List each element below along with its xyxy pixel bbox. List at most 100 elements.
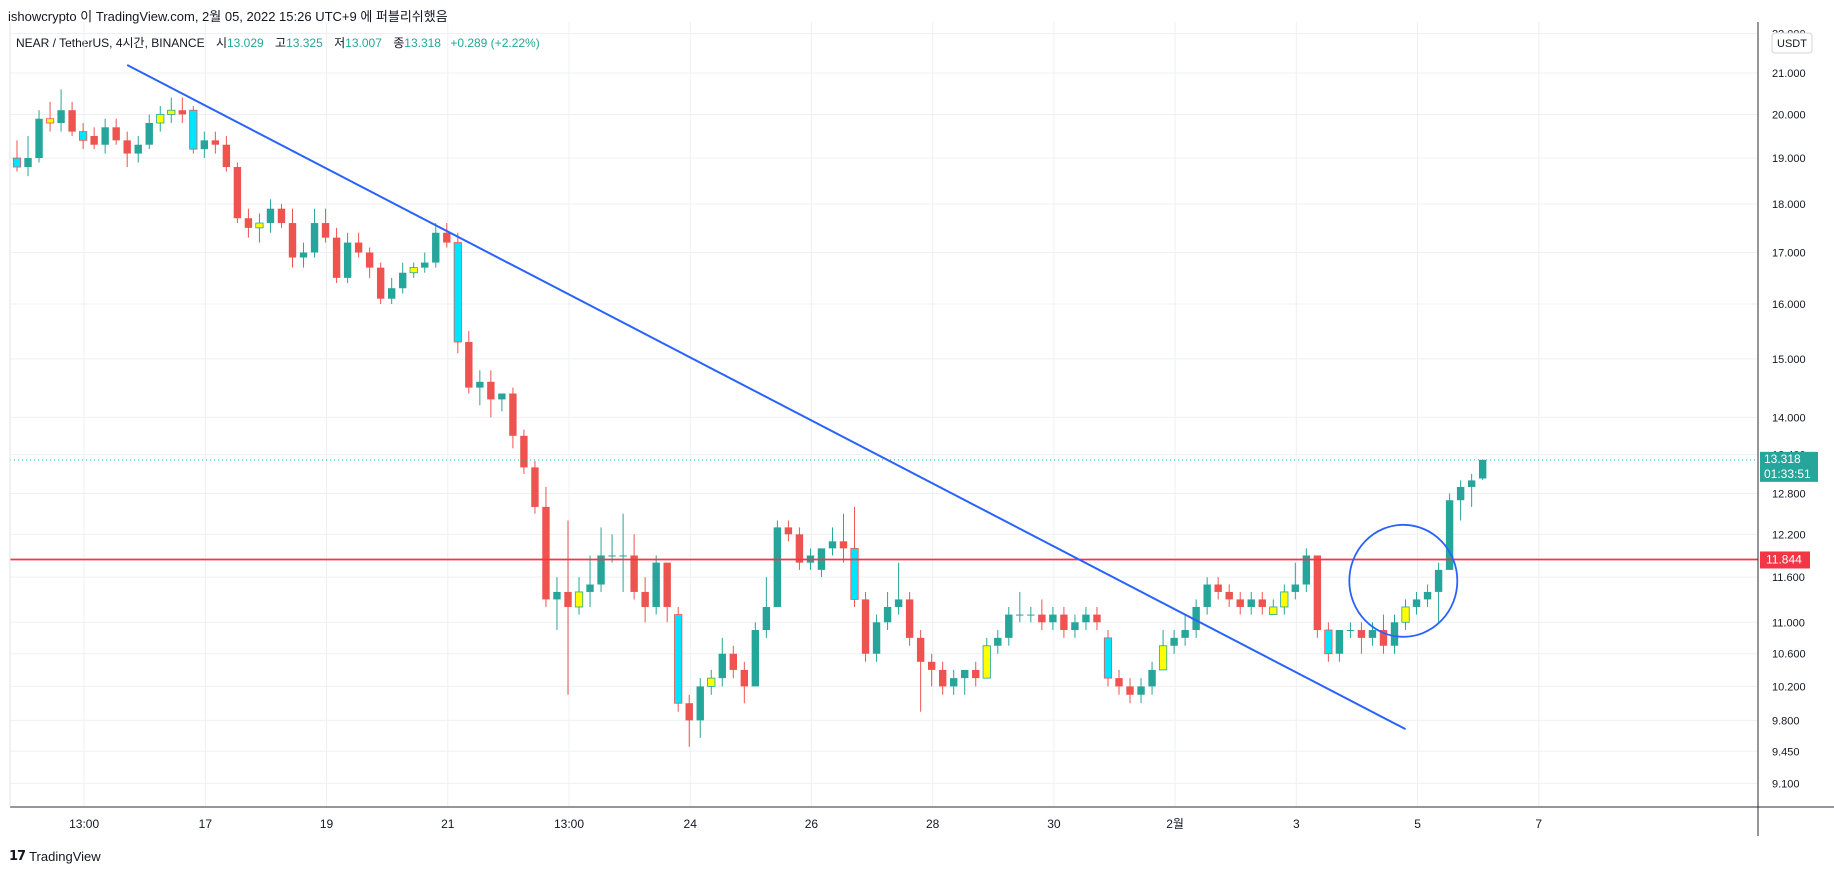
candle-body bbox=[1016, 614, 1024, 616]
candle-body bbox=[222, 144, 231, 168]
candle bbox=[1016, 591, 1024, 623]
symbol-name[interactable]: NEAR / TetherUS, 4시간, BINANCE bbox=[16, 36, 205, 50]
candle bbox=[950, 669, 958, 695]
candle-body bbox=[1401, 606, 1410, 623]
candle-body bbox=[266, 208, 275, 224]
time-tick-label: 21 bbox=[441, 817, 455, 831]
candle-body bbox=[12, 157, 22, 168]
candle-body bbox=[189, 109, 198, 150]
candle bbox=[663, 562, 671, 623]
candle bbox=[1192, 599, 1200, 638]
candle bbox=[1203, 577, 1211, 615]
candle-body bbox=[156, 114, 165, 124]
candle bbox=[1115, 669, 1123, 695]
candle bbox=[277, 203, 286, 228]
candle bbox=[1467, 473, 1476, 507]
candle bbox=[1357, 622, 1366, 654]
candle bbox=[1280, 584, 1289, 615]
candle-body bbox=[1357, 630, 1366, 638]
candle-body bbox=[409, 267, 418, 274]
candle bbox=[927, 653, 936, 687]
candle bbox=[24, 135, 32, 177]
candle-body bbox=[255, 222, 264, 229]
price-tick-label: 12.200 bbox=[1772, 529, 1806, 541]
candle bbox=[244, 208, 253, 238]
open-label: 시 bbox=[215, 36, 227, 50]
candle bbox=[872, 614, 881, 662]
candle bbox=[542, 486, 550, 607]
candle bbox=[443, 223, 451, 248]
candle-body bbox=[1049, 614, 1057, 623]
candle-body bbox=[773, 527, 782, 607]
candle-body bbox=[916, 637, 925, 662]
time-tick-label: 24 bbox=[684, 817, 698, 831]
candle bbox=[1148, 661, 1156, 695]
candle-body bbox=[641, 591, 649, 607]
price-tick-label: 15.000 bbox=[1772, 354, 1806, 366]
candle bbox=[509, 387, 517, 449]
candle-body bbox=[244, 218, 253, 228]
candle bbox=[465, 330, 473, 394]
candle bbox=[432, 223, 440, 268]
candle bbox=[310, 208, 319, 258]
candle-body bbox=[762, 606, 771, 631]
drawings bbox=[10, 64, 1758, 730]
candle-body bbox=[1269, 606, 1278, 615]
candle bbox=[343, 232, 352, 284]
tradingview-logo-text: TradingView bbox=[29, 848, 101, 864]
price-axis[interactable]: 9.100 9.450 9.800 10.200 10.600 11.000 11.600 1… bbox=[1772, 29, 1806, 791]
candle bbox=[156, 106, 165, 132]
price-tick-label: 10.600 bbox=[1772, 649, 1806, 661]
candle-body bbox=[674, 614, 683, 704]
currency-badge-box[interactable] bbox=[1771, 32, 1813, 54]
candle-body bbox=[718, 653, 726, 679]
candle-body bbox=[178, 110, 186, 115]
candle bbox=[619, 513, 627, 592]
candle-body bbox=[1368, 630, 1377, 638]
candle-body bbox=[79, 131, 88, 141]
candle-body bbox=[101, 127, 109, 145]
candle bbox=[1060, 606, 1068, 638]
candle bbox=[112, 118, 120, 145]
candle bbox=[961, 669, 969, 695]
candle bbox=[861, 591, 870, 662]
candle bbox=[288, 208, 297, 268]
candle-body bbox=[553, 591, 561, 600]
candle-body bbox=[1115, 678, 1123, 687]
candle-body bbox=[531, 467, 539, 507]
candle bbox=[57, 89, 65, 132]
candle bbox=[1456, 480, 1465, 521]
candle bbox=[90, 127, 98, 150]
candle bbox=[1379, 614, 1388, 654]
candle-body bbox=[1478, 459, 1487, 479]
candle bbox=[487, 370, 495, 418]
candle bbox=[685, 694, 693, 747]
candle bbox=[1258, 591, 1266, 615]
candle bbox=[1071, 614, 1079, 638]
price-tick-label: 12.800 bbox=[1772, 489, 1806, 501]
candle bbox=[586, 555, 594, 607]
candle bbox=[696, 678, 704, 738]
candle-body bbox=[1082, 614, 1090, 623]
candle bbox=[365, 247, 374, 278]
candle bbox=[1082, 606, 1090, 631]
candle-body bbox=[1137, 686, 1145, 695]
candle bbox=[134, 135, 142, 163]
candle-body bbox=[927, 661, 936, 670]
candle-body bbox=[972, 669, 980, 679]
price-tick-label: 16.000 bbox=[1772, 299, 1806, 311]
time-tick-label: 2월 bbox=[1166, 817, 1184, 831]
symbol-legend: NEAR / TetherUS, 4시간, BINANCE 시13.029 고1… bbox=[16, 34, 540, 51]
candle bbox=[784, 520, 793, 542]
candle bbox=[387, 277, 396, 305]
candle-body bbox=[883, 606, 892, 623]
time-axis[interactable]: 13:00 17 19 21 13:00 24 26 28 30 2월 3 5 7 bbox=[69, 817, 1542, 831]
price-tick-label: 11.600 bbox=[1772, 572, 1805, 584]
candle-body bbox=[354, 242, 363, 253]
price-tick-label: 21.000 bbox=[1772, 68, 1806, 80]
tradingview-logo[interactable]: 𝟭𝟳 TradingView bbox=[9, 848, 101, 864]
candle-body bbox=[729, 653, 737, 670]
candle-body bbox=[905, 599, 914, 638]
currency-badge[interactable]: USDT bbox=[1777, 38, 1807, 50]
